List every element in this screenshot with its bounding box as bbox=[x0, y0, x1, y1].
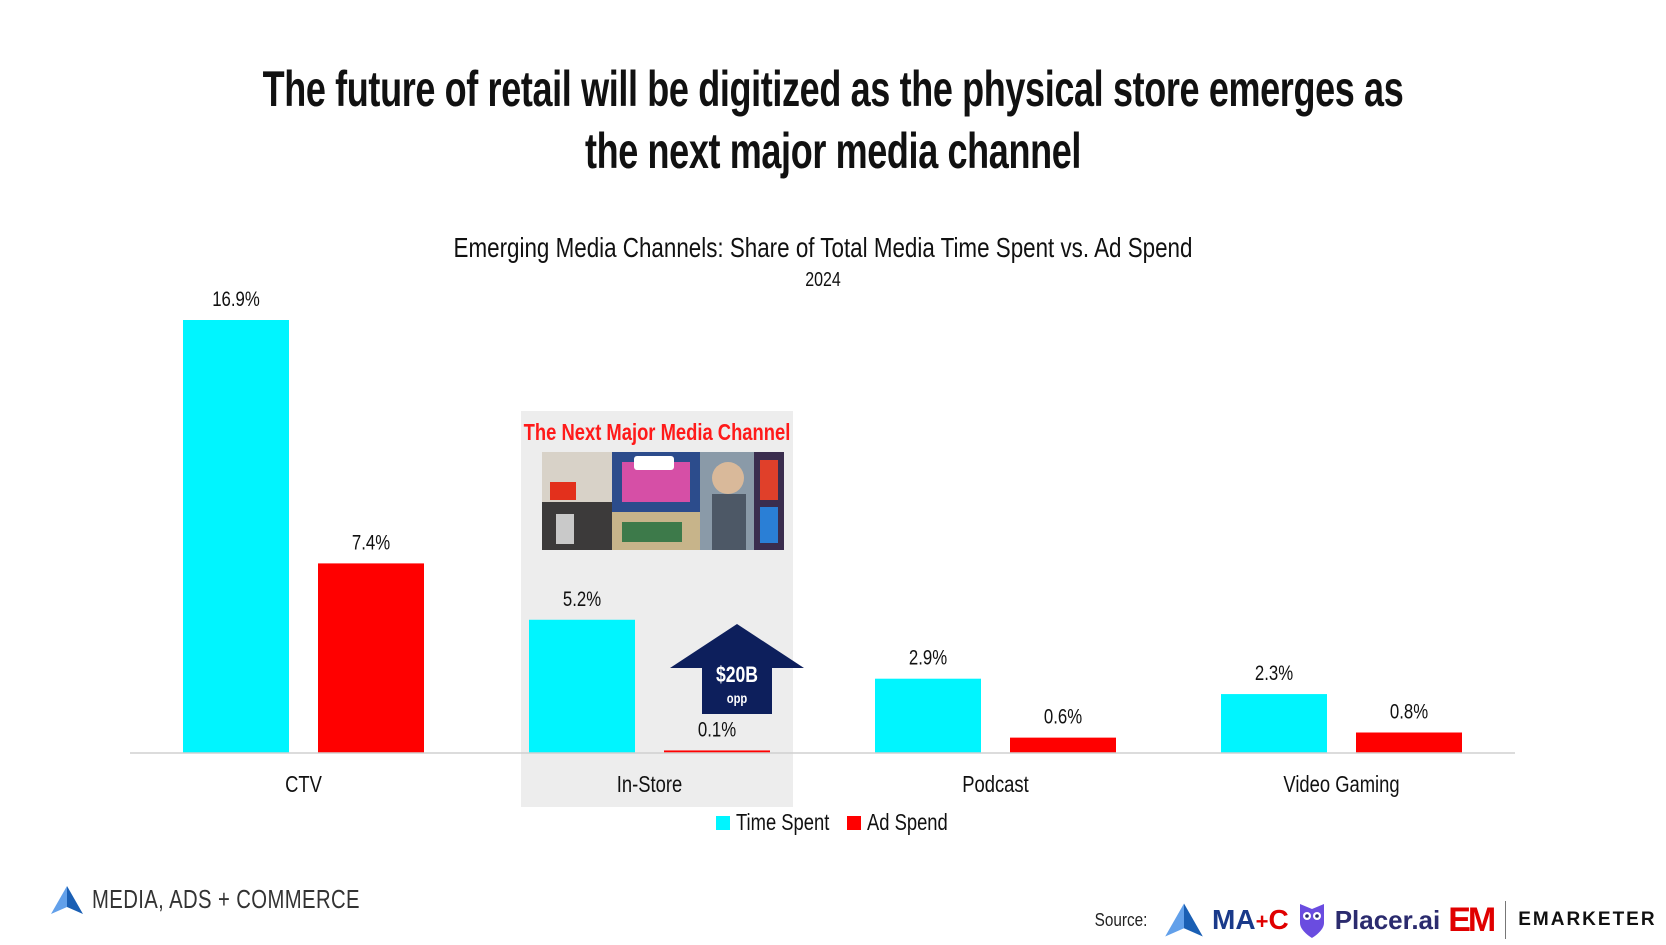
logo-divider bbox=[1505, 901, 1507, 939]
legend-swatch-ad-spend bbox=[847, 816, 861, 830]
arrow-value-label: $20B bbox=[716, 663, 758, 687]
mac-plus: + bbox=[1255, 909, 1269, 934]
data-label-video-gaming-time-spent: 2.3% bbox=[1255, 662, 1293, 685]
highlight-title: The Next Major Media Channel bbox=[524, 420, 791, 445]
in-store-media-photo bbox=[542, 452, 784, 550]
category-label-ctv: CTV bbox=[285, 772, 322, 797]
legend-label-time-spent: Time Spent bbox=[736, 810, 830, 835]
placer-logo-text: Placer.ai bbox=[1334, 904, 1441, 935]
mac-logo-text: MA+C bbox=[1212, 904, 1289, 936]
bar-podcast-time-spent bbox=[875, 678, 981, 753]
data-label-ctv-time-spent: 16.9% bbox=[212, 288, 260, 311]
category-label-podcast: Podcast bbox=[962, 772, 1029, 797]
source-label: Source: bbox=[1094, 909, 1148, 930]
bar-in-store-ad-spend bbox=[664, 750, 770, 753]
source-logos: Source: MA+C Placer.ai EM EMARKETER bbox=[1090, 895, 1657, 945]
mac-ma: MA bbox=[1212, 904, 1256, 935]
category-label-video-gaming: Video Gaming bbox=[1283, 772, 1399, 797]
bar-video-gaming-time-spent bbox=[1221, 694, 1327, 753]
bar-ctv-time-spent bbox=[183, 320, 289, 753]
mac-pyramid-icon bbox=[51, 885, 83, 914]
bars-group: 16.9% 7.4% CTV 5.2% 0.1% In-Store 2.9% 0.6% Podc… bbox=[183, 288, 1462, 798]
placer-owl-icon bbox=[1299, 904, 1324, 938]
data-label-video-gaming-ad-spend: 0.8% bbox=[1390, 701, 1428, 724]
bar-ctv-ad-spend bbox=[318, 563, 424, 753]
legend-swatch-time-spent bbox=[716, 816, 730, 830]
data-label-podcast-time-spent: 2.9% bbox=[909, 647, 947, 670]
headline-line-2: the next major media channel bbox=[584, 123, 1082, 179]
category-label-in-store: In-Store bbox=[617, 772, 682, 797]
mac-c: C bbox=[1268, 904, 1289, 935]
headline-line-1: The future of retail will be digitized a… bbox=[262, 61, 1404, 117]
arrow-sub-label: opp bbox=[727, 691, 748, 706]
page-headline: The future of retail will be digitized a… bbox=[233, 58, 1433, 182]
data-label-ctv-ad-spend: 7.4% bbox=[352, 532, 390, 555]
bar-podcast-ad-spend bbox=[1010, 737, 1116, 753]
opportunity-arrow: $20B opp bbox=[670, 624, 804, 714]
chart-title: Emerging Media Channels: Share of Total … bbox=[454, 233, 1193, 264]
data-label-in-store-ad-spend: 0.1% bbox=[698, 719, 736, 742]
data-label-in-store-time-spent: 5.2% bbox=[563, 588, 601, 611]
bar-in-store-time-spent bbox=[529, 619, 635, 753]
mac-small-pyramid-icon bbox=[1165, 903, 1203, 937]
data-label-podcast-ad-spend: 0.6% bbox=[1044, 706, 1082, 729]
media-ads-commerce-logo: MEDIA, ADS + COMMERCE bbox=[50, 884, 436, 915]
up-arrow-icon bbox=[670, 624, 804, 714]
em-logo-mark: EM bbox=[1448, 900, 1496, 939]
chart-legend: Time Spent Ad Spend bbox=[716, 810, 948, 836]
emarketer-logo-text: EMARKETER bbox=[1518, 909, 1657, 930]
legend-label-ad-spend: Ad Spend bbox=[867, 810, 948, 835]
chart-subtitle: 2024 bbox=[805, 268, 841, 290]
bar-video-gaming-ad-spend bbox=[1356, 732, 1462, 753]
brand-name: MEDIA, ADS + COMMERCE bbox=[92, 884, 360, 914]
